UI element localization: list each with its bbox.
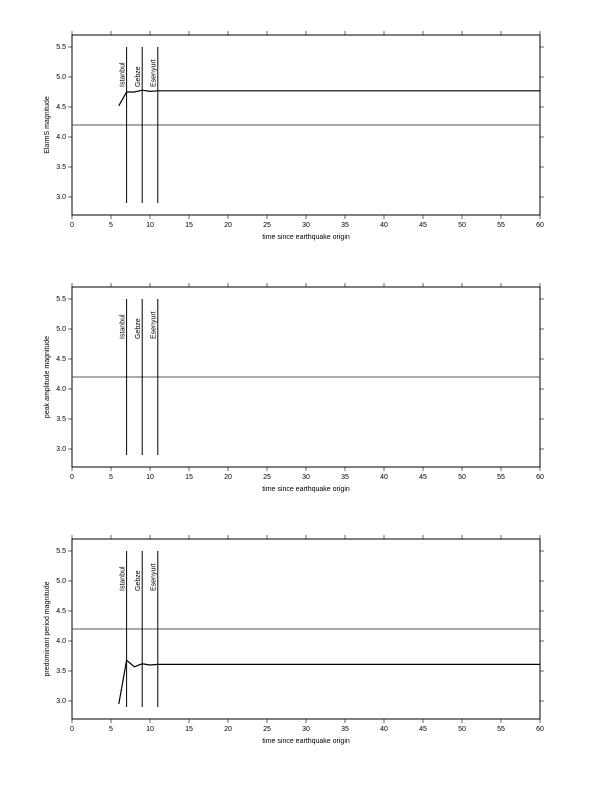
x-tick-label: 15 bbox=[185, 474, 193, 481]
x-tick-label: 20 bbox=[224, 222, 232, 229]
x-tick-label: 35 bbox=[341, 726, 349, 733]
y-tick-label: 4.5 bbox=[56, 356, 66, 363]
y-tick-label: 3.5 bbox=[56, 416, 66, 423]
x-tick-label: 60 bbox=[536, 222, 544, 229]
event-label: Istanbul bbox=[119, 566, 126, 591]
y-tick-label: 3.5 bbox=[56, 164, 66, 171]
x-tick-label: 20 bbox=[224, 474, 232, 481]
x-tick-label: 25 bbox=[263, 474, 271, 481]
x-tick-label: 30 bbox=[302, 474, 310, 481]
x-tick-label: 0 bbox=[70, 474, 74, 481]
x-tick-label: 30 bbox=[302, 726, 310, 733]
y-tick-label: 5.0 bbox=[56, 74, 66, 81]
y-tick-label: 3.0 bbox=[56, 698, 66, 705]
y-tick-label: 5.5 bbox=[56, 548, 66, 555]
event-label: Gebze bbox=[135, 318, 142, 339]
x-tick-label: 50 bbox=[458, 222, 466, 229]
event-label: Istanbul bbox=[119, 314, 126, 339]
x-tick-label: 35 bbox=[341, 474, 349, 481]
x-tick-label: 60 bbox=[536, 726, 544, 733]
event-label: Gebze bbox=[135, 66, 142, 87]
y-axis-label: predominant period magnitude bbox=[44, 581, 51, 676]
data-line bbox=[118, 89, 540, 107]
event-label: Esenyurt bbox=[151, 59, 158, 87]
data-line bbox=[118, 659, 540, 705]
y-tick-label: 5.5 bbox=[56, 296, 66, 303]
y-tick-label: 5.0 bbox=[56, 578, 66, 585]
event-label: Esenyurt bbox=[151, 563, 158, 591]
x-tick-label: 35 bbox=[341, 222, 349, 229]
x-tick-label: 20 bbox=[224, 726, 232, 733]
x-tick-label: 40 bbox=[380, 726, 388, 733]
y-tick-label: 4.5 bbox=[56, 104, 66, 111]
x-axis-label: time since earthquake origin bbox=[262, 234, 350, 241]
y-tick-label: 4.0 bbox=[56, 134, 66, 141]
x-tick-label: 55 bbox=[497, 222, 505, 229]
event-label: Esenyurt bbox=[151, 311, 158, 339]
x-tick-label: 30 bbox=[302, 222, 310, 229]
y-tick-label: 3.0 bbox=[56, 194, 66, 201]
x-tick-label: 5 bbox=[109, 222, 113, 229]
x-tick-label: 15 bbox=[185, 726, 193, 733]
y-tick-label: 4.0 bbox=[56, 386, 66, 393]
x-tick-label: 10 bbox=[146, 222, 154, 229]
x-tick-label: 10 bbox=[146, 474, 154, 481]
x-tick-label: 25 bbox=[263, 222, 271, 229]
x-tick-label: 45 bbox=[419, 474, 427, 481]
y-tick-label: 5.5 bbox=[56, 44, 66, 51]
y-tick-label: 4.0 bbox=[56, 638, 66, 645]
y-tick-label: 3.0 bbox=[56, 446, 66, 453]
event-label: Gebze bbox=[135, 570, 142, 591]
x-tick-label: 40 bbox=[380, 222, 388, 229]
x-tick-label: 60 bbox=[536, 474, 544, 481]
y-axis-label: peak amplitude magnitude bbox=[44, 336, 51, 418]
x-tick-label: 25 bbox=[263, 726, 271, 733]
x-tick-label: 10 bbox=[146, 726, 154, 733]
y-tick-label: 5.0 bbox=[56, 326, 66, 333]
x-tick-label: 0 bbox=[70, 726, 74, 733]
x-tick-label: 0 bbox=[70, 222, 74, 229]
x-axis-label: time since earthquake origin bbox=[262, 738, 350, 745]
x-tick-label: 55 bbox=[497, 726, 505, 733]
event-label: Istanbul bbox=[119, 62, 126, 87]
x-tick-label: 5 bbox=[109, 726, 113, 733]
x-tick-label: 55 bbox=[497, 474, 505, 481]
x-axis-label: time since earthquake origin bbox=[262, 486, 350, 493]
y-axis-label: ElarmS magnitude bbox=[44, 96, 51, 154]
x-tick-label: 15 bbox=[185, 222, 193, 229]
x-tick-label: 45 bbox=[419, 726, 427, 733]
y-tick-label: 4.5 bbox=[56, 608, 66, 615]
y-tick-label: 3.5 bbox=[56, 668, 66, 675]
x-tick-label: 50 bbox=[458, 474, 466, 481]
x-tick-label: 40 bbox=[380, 474, 388, 481]
x-tick-label: 50 bbox=[458, 726, 466, 733]
x-tick-label: 45 bbox=[419, 222, 427, 229]
x-tick-label: 5 bbox=[109, 474, 113, 481]
